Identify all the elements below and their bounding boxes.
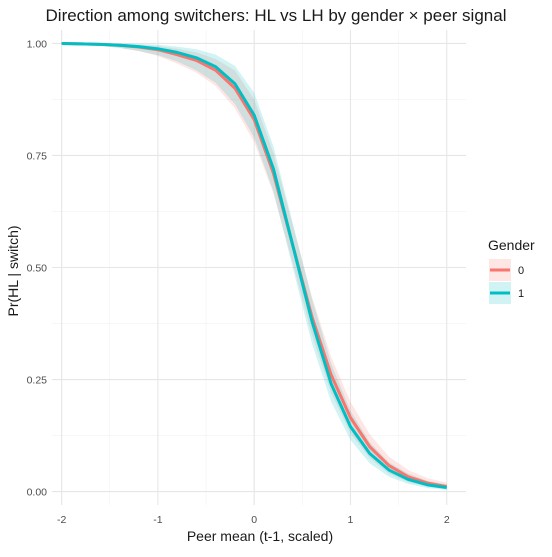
series-lines (61, 41, 448, 490)
y-tick-label: 0.25 (27, 375, 48, 387)
legend: Gender 01 (488, 237, 535, 304)
legend-items: 01 (489, 259, 524, 304)
legend-label: 0 (518, 265, 524, 277)
x-tick-label: 1 (348, 514, 354, 526)
x-tick-label: -1 (153, 514, 162, 526)
x-tick-label: 0 (251, 514, 257, 526)
confidence-band-1 (61, 43, 447, 490)
confidence-band-0 (61, 43, 447, 490)
series-line-1 (61, 41, 447, 490)
legend-item-0: 0 (489, 259, 524, 281)
x-tick-label: -2 (57, 514, 66, 526)
grid (52, 30, 466, 505)
tick-labels: -2 -1 0 1 2 0.00 0.25 0.50 0.75 1.00 (27, 38, 450, 526)
y-tick-label: 0.00 (27, 487, 48, 499)
legend-item-1: 1 (489, 282, 524, 304)
x-tick-label: 2 (444, 514, 450, 526)
y-tick-label: 1.00 (27, 38, 48, 50)
legend-title: Gender (488, 237, 535, 253)
legend-label: 1 (518, 288, 524, 300)
y-tick-label: 0.50 (27, 263, 48, 275)
confidence-bands (61, 43, 447, 490)
y-tick-label: 0.75 (27, 150, 48, 162)
y-axis-title: Pr(HL | switch) (5, 225, 21, 316)
chart-title: Direction among switchers: HL vs LH by g… (46, 6, 507, 25)
x-axis-title: Peer mean (t-1, scaled) (187, 528, 333, 544)
